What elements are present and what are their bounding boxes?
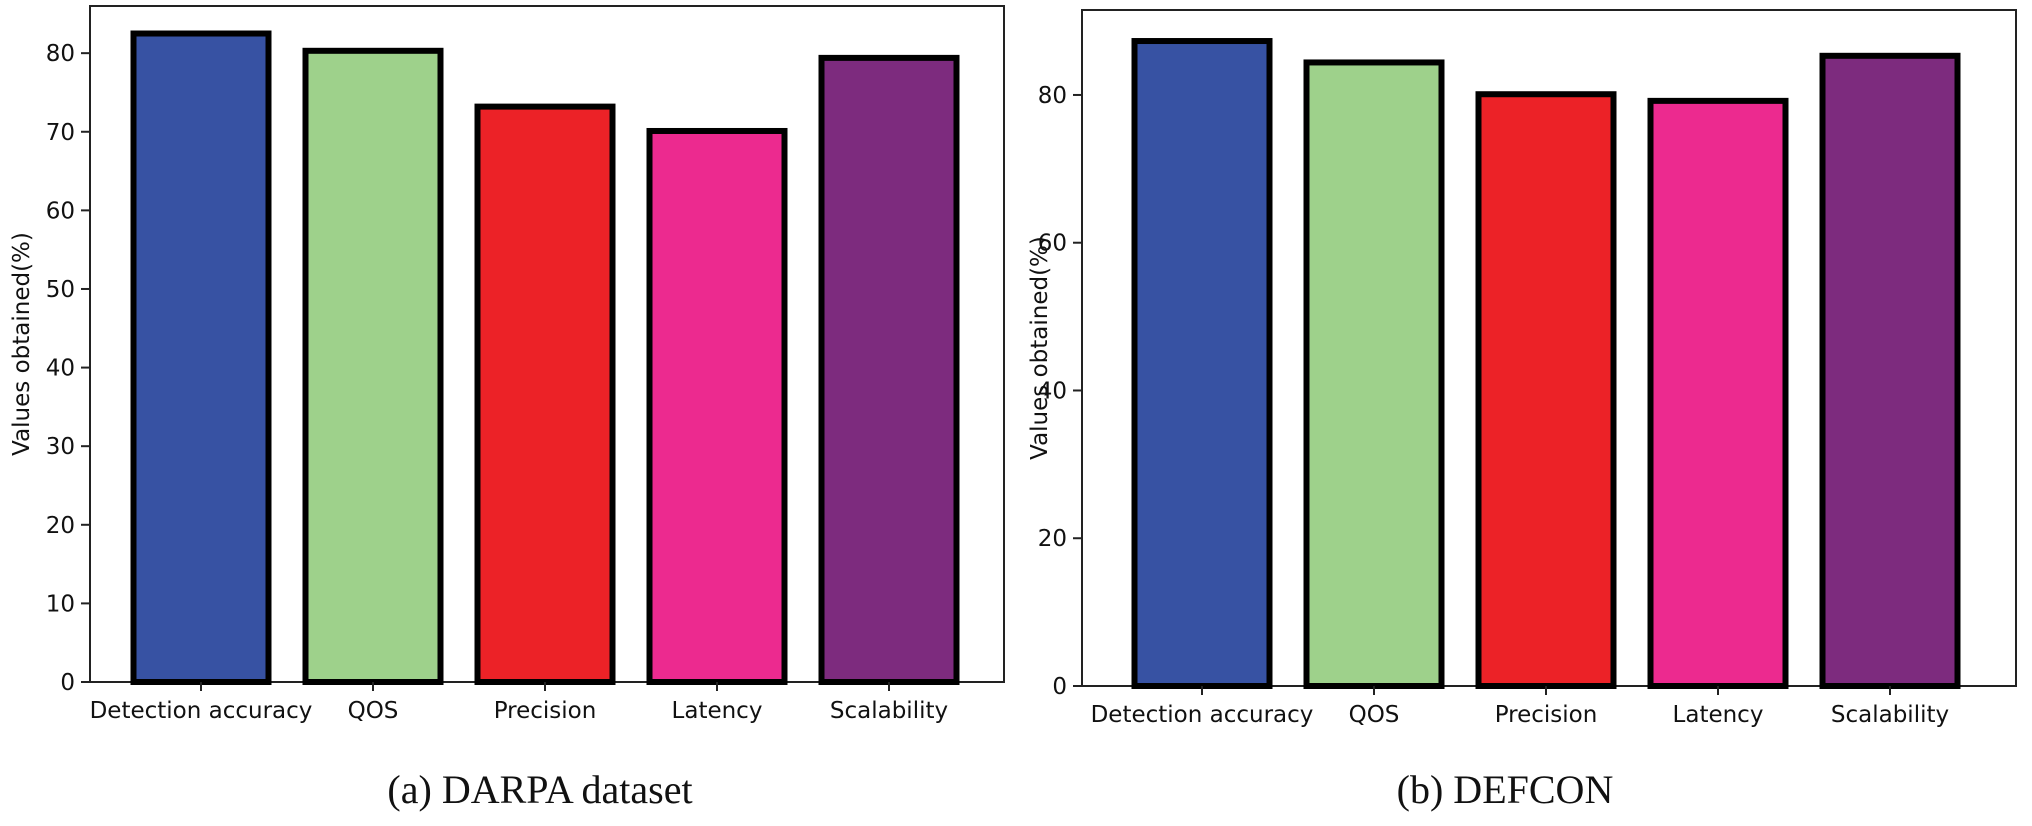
- chart-a-bar-detection-accuracy: [130, 30, 272, 685]
- chart-b-xtick-label: Latency: [1673, 702, 1764, 728]
- chart-a: 0 10 20 30 40 50 60 70 80 Values obtained(%) Detec…: [9, 5, 1005, 724]
- chart-b-xtick-label: Detection accuracy: [1091, 702, 1314, 728]
- chart-b-ytick-label: 80: [1038, 83, 1067, 109]
- chart-b-ytick-label: 0: [1052, 674, 1067, 700]
- chart-a-xtick-label: Precision: [494, 698, 597, 724]
- chart-a-xtick-label: Detection accuracy: [90, 698, 313, 724]
- chart-a-ytick-label: 70: [46, 120, 75, 146]
- chart-b-bar-precision: [1475, 91, 1617, 689]
- chart-a-ytick-label: 0: [60, 670, 75, 696]
- chart-a-bar-latency: [646, 127, 788, 686]
- chart-a-ytick-label: 60: [46, 198, 75, 224]
- chart-b-ytick-label: 40: [1038, 378, 1067, 404]
- chart-b-bar-latency: [1647, 97, 1789, 689]
- chart-b-xtick-label: Scalability: [1831, 702, 1949, 728]
- chart-a-ytick-label: 30: [46, 434, 75, 460]
- chart-a-bar-qos: [302, 47, 444, 686]
- chart-a-ytick-label: 20: [46, 513, 75, 539]
- chart-b-bar-qos: [1303, 59, 1445, 689]
- chart-b-ylabel: Values obtained(%): [1027, 236, 1053, 460]
- chart-a-caption: (a) DARPA dataset: [387, 767, 693, 812]
- chart-a-ytick-label: 80: [46, 41, 75, 67]
- chart-b-xtick-label: QOS: [1349, 702, 1400, 728]
- chart-a-xtick-label: Scalability: [830, 698, 948, 724]
- chart-a-xtick-label: Latency: [672, 698, 763, 724]
- chart-b-bar-detection-accuracy: [1131, 38, 1273, 690]
- chart-a-bar-precision: [474, 103, 616, 685]
- chart-a-bar-scalability: [818, 54, 960, 685]
- chart-b-xtick-label: Precision: [1495, 702, 1598, 728]
- chart-b: 0 20 40 60 80 Values obtained(%) Detection acc…: [1027, 9, 2017, 728]
- chart-a-xtick-label: QOS: [348, 698, 399, 724]
- chart-a-ytick-label: 10: [46, 591, 75, 617]
- chart-b-ytick-label: 20: [1038, 526, 1067, 552]
- chart-b-ytick-label: 60: [1038, 231, 1067, 257]
- chart-a-ytick-label: 40: [46, 356, 75, 382]
- chart-a-ytick-label: 50: [46, 277, 75, 303]
- chart-b-bar-scalability: [1819, 52, 1961, 689]
- chart-a-ylabel: Values obtained(%): [9, 232, 35, 456]
- chart-b-caption: (b) DEFCON: [1396, 767, 1614, 812]
